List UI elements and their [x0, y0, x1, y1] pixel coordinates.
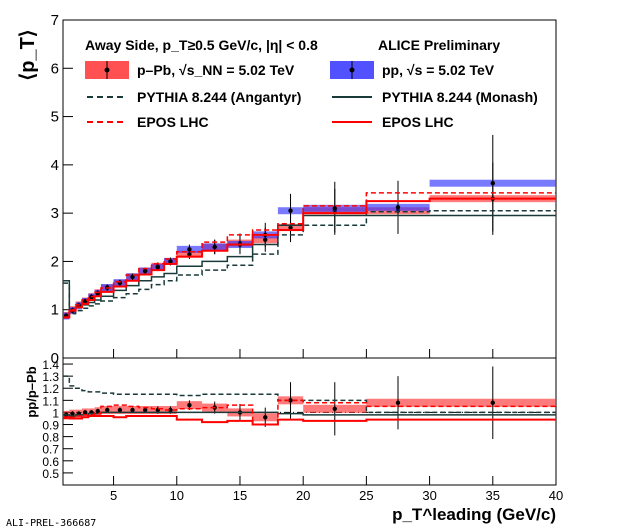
data-point	[490, 181, 495, 186]
data-point	[288, 398, 293, 403]
data-point	[155, 265, 161, 270]
x-tick-label: 10	[170, 488, 184, 503]
series-line	[63, 214, 556, 311]
y-tick-label: 5	[51, 109, 59, 126]
y-tick-label: 1	[52, 406, 59, 420]
series-line	[63, 197, 556, 319]
data-point	[95, 409, 100, 414]
series-line	[63, 411, 556, 417]
y-tick-label: 0.6	[42, 455, 59, 469]
top-y-axis-label: ⟨p_T⟩	[17, 29, 39, 80]
y-tick-label: 0	[51, 350, 59, 367]
y-tick-label: 1.4	[42, 358, 59, 372]
series-line	[63, 399, 556, 426]
y-tick-label: 2	[51, 253, 59, 270]
x-tick-label: 20	[296, 488, 310, 503]
data-point	[187, 402, 192, 408]
data-point	[395, 205, 401, 210]
x-tick-label: 25	[359, 488, 373, 503]
data-point	[263, 415, 268, 420]
x-tick-label: 30	[422, 488, 436, 503]
x-tick-label: 35	[486, 488, 500, 503]
y-tick-label: 1	[51, 302, 59, 319]
data-point	[105, 407, 110, 413]
bottom-series-group	[63, 366, 556, 440]
data-point	[187, 251, 192, 257]
data-point	[82, 410, 88, 415]
y-tick-label: 0.9	[42, 419, 59, 433]
legend-swatch-dot	[104, 67, 110, 73]
data-point	[117, 407, 123, 413]
bottom-y-axis-label: pp/p–Pb	[24, 366, 39, 417]
series-line	[63, 209, 556, 315]
legend-label: pp, √s = 5.02 TeV	[382, 62, 495, 78]
legend-label: PYTHIA 8.244 (Monash)	[382, 89, 538, 105]
header-right-text: ALICE Preliminary	[378, 37, 500, 53]
data-point	[288, 208, 293, 213]
data-point	[142, 407, 148, 413]
legend: p–Pb, √s_NN = 5.02 TeV pp, √s = 5.02 TeV P…	[85, 61, 538, 130]
data-point	[168, 407, 173, 413]
legend-label: p–Pb, √s_NN = 5.02 TeV	[137, 62, 295, 78]
y-tick-label: 1.2	[42, 382, 59, 396]
y-tick-label: 1.1	[42, 394, 59, 408]
data-point	[395, 400, 401, 405]
top-y-ticks: 0 1 2 3 4 5 6 7	[51, 12, 557, 367]
footer-id: ALI-PREL-366687	[6, 518, 96, 529]
bottom-plot-frame	[62, 357, 557, 486]
data-point	[130, 407, 135, 413]
y-tick-label: 4	[51, 157, 59, 174]
legend-label: EPOS LHC	[382, 114, 454, 130]
legend-swatch-dot	[349, 67, 355, 73]
y-tick-label: 3	[51, 205, 59, 222]
data-point	[490, 400, 495, 405]
data-point	[187, 247, 192, 252]
data-point	[332, 406, 337, 411]
y-tick-label: 0.8	[42, 431, 59, 445]
data-point	[130, 274, 135, 280]
data-point	[332, 206, 337, 211]
bottom-axis-ticks: 0.50.60.70.80.911.11.21.31.4 5 10 15 20 25 30 3…	[42, 358, 563, 503]
data-point	[142, 268, 148, 274]
data-point	[168, 259, 173, 264]
y-tick-label: 0.5	[42, 467, 59, 481]
y-tick-label: 0.7	[42, 443, 59, 457]
x-axis-label: p_T^leading (GeV/c)	[392, 505, 556, 524]
y-tick-label: 1.3	[42, 370, 59, 384]
top-series-group	[63, 134, 556, 320]
header-left-text: Away Side, p_T≥0.5 GeV/c, |η| < 0.8	[85, 37, 318, 53]
x-tick-label: 15	[233, 488, 247, 503]
legend-label: PYTHIA 8.244 (Angantyr)	[137, 89, 301, 105]
series-line	[63, 192, 556, 318]
series-line	[63, 415, 556, 426]
x-tick-label: 40	[549, 488, 563, 503]
y-tick-label: 6	[51, 60, 59, 77]
y-tick-label: 7	[51, 12, 59, 29]
x-tick-label: 5	[110, 488, 117, 503]
data-point	[70, 411, 75, 416]
legend-label: EPOS LHC	[137, 114, 209, 130]
data-point	[212, 244, 217, 250]
